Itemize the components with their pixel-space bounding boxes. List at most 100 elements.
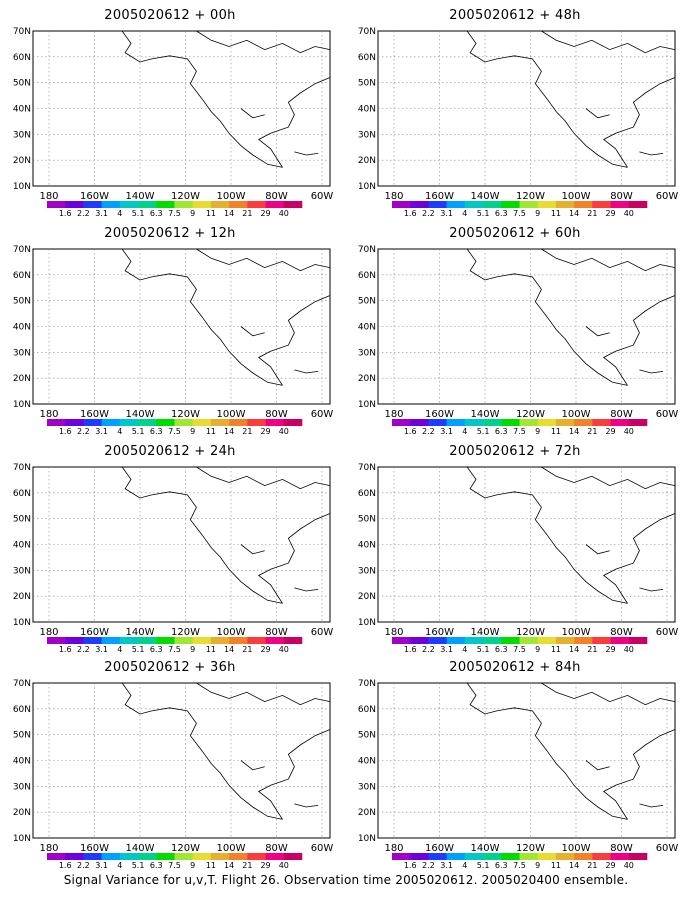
colorbar-label: 11 [206, 645, 216, 654]
colorbar-label: 29 [260, 861, 270, 870]
colorbar-swatch [265, 419, 285, 426]
colorbar-swatch [83, 637, 102, 644]
lat-tick-label: 30N [358, 348, 376, 358]
coastline [240, 544, 265, 555]
lon-tick-label: 180 [39, 843, 58, 854]
lon-tick-label: 100W [562, 627, 591, 638]
colorbar-label: 7.5 [168, 645, 181, 654]
colorbar-swatch [174, 201, 194, 208]
lon-tick-label: 60W [311, 409, 334, 420]
lon-tick-label: 120W [516, 409, 545, 420]
colorbar-label: 7.5 [513, 209, 526, 218]
coastline [121, 248, 283, 386]
coastline [639, 151, 664, 156]
colorbar-swatch [229, 201, 248, 208]
coastline [602, 729, 676, 820]
colorbar-swatch [138, 853, 157, 860]
colorbar-swatch [428, 419, 447, 426]
lat-tick-label: 70N [358, 245, 376, 255]
colorbar-swatch [265, 637, 285, 644]
colorbar-swatch [156, 419, 175, 426]
colorbar-swatch [138, 419, 157, 426]
colorbar-swatch [446, 419, 466, 426]
colorbar-swatch [428, 853, 447, 860]
colorbar-swatch [174, 637, 194, 644]
colorbar-swatch [410, 637, 429, 644]
lat-tick-label: 50N [13, 515, 31, 525]
colorbar-label: 5.1 [477, 861, 490, 870]
colorbar-label: 4 [117, 427, 122, 436]
coastline [639, 369, 664, 374]
colorbar-label: 6.3 [150, 209, 163, 218]
lon-tick-label: 80W [610, 191, 633, 202]
colorbar-swatch [574, 637, 593, 644]
colorbar-swatch [574, 201, 593, 208]
colorbar-swatch [247, 853, 266, 860]
colorbar-label: 21 [587, 209, 597, 218]
colorbar-swatch [47, 419, 66, 426]
lon-tick-label: 180 [384, 191, 403, 202]
colorbar-label: 7.5 [168, 427, 181, 436]
colorbar-swatch [483, 853, 502, 860]
colorbar-swatch [592, 637, 611, 644]
colorbar-swatch [192, 853, 212, 860]
colorbar-swatch [247, 637, 266, 644]
lat-tick-label: 10N [13, 834, 31, 844]
colorbar-label: 21 [242, 209, 252, 218]
lon-tick-label: 160W [425, 191, 454, 202]
lon-tick-label: 180 [384, 409, 403, 420]
colorbar-swatch [555, 201, 575, 208]
colorbar-label: 9 [190, 645, 195, 654]
colorbar-label: 3.1 [95, 861, 108, 870]
lat-tick-label: 10N [358, 618, 376, 628]
colorbar-swatch [47, 637, 66, 644]
coastline [639, 803, 664, 808]
colorbar-label: 5.1 [132, 427, 145, 436]
lon-tick-label: 140W [126, 409, 155, 420]
lat-tick-label: 40N [358, 757, 376, 767]
lat-tick-label: 20N [358, 374, 376, 384]
colorbar-label: 40 [624, 645, 634, 654]
lat-tick-label: 50N [358, 731, 376, 741]
lat-tick-label: 30N [358, 130, 376, 140]
lon-tick-label: 80W [265, 409, 288, 420]
lon-tick-label: 120W [171, 191, 200, 202]
colorbar-swatch [101, 853, 121, 860]
colorbar-swatch [464, 201, 484, 208]
colorbar-swatch [47, 853, 66, 860]
lat-tick-label: 10N [13, 182, 31, 192]
colorbar-label: 40 [624, 209, 634, 218]
colorbar-label: 5.1 [132, 861, 145, 870]
coastline [196, 30, 331, 54]
lat-tick-label: 30N [13, 566, 31, 576]
colorbar-swatch [483, 419, 502, 426]
colorbar-swatch [628, 419, 648, 426]
colorbar-label: 5.1 [477, 209, 490, 218]
lon-tick-label: 100W [562, 191, 591, 202]
lat-tick-label: 20N [13, 808, 31, 818]
lat-tick-label: 70N [13, 245, 31, 255]
lon-tick-label: 180 [39, 627, 58, 638]
lon-tick-label: 180 [384, 843, 403, 854]
lon-tick-label: 80W [265, 843, 288, 854]
map-72h: 70N 60N 50N 40N 30N 20N 10N 180 160W 140W 120W 100W… [358, 463, 679, 654]
lon-tick-label: 140W [471, 627, 500, 638]
colorbar-label: 3.1 [95, 209, 108, 218]
coastline [240, 760, 265, 771]
colorbar-label: 29 [605, 209, 615, 218]
colorbar-label: 5.1 [132, 645, 145, 654]
lon-tick-label: 120W [171, 843, 200, 854]
colorbar-label: 2.2 [77, 861, 90, 870]
lon-tick-label: 120W [171, 409, 200, 420]
lat-tick-label: 50N [358, 79, 376, 89]
lon-tick-label: 140W [126, 627, 155, 638]
colorbar-label: 7.5 [168, 209, 181, 218]
colorbar-swatch [428, 201, 447, 208]
lat-tick-label: 60N [358, 53, 376, 63]
coastline [294, 803, 319, 808]
colorbar-label: 11 [206, 427, 216, 436]
colorbar-swatch [101, 201, 121, 208]
lat-tick-label: 10N [13, 618, 31, 628]
colorbar-swatch [501, 201, 520, 208]
colorbar-swatch [83, 853, 102, 860]
